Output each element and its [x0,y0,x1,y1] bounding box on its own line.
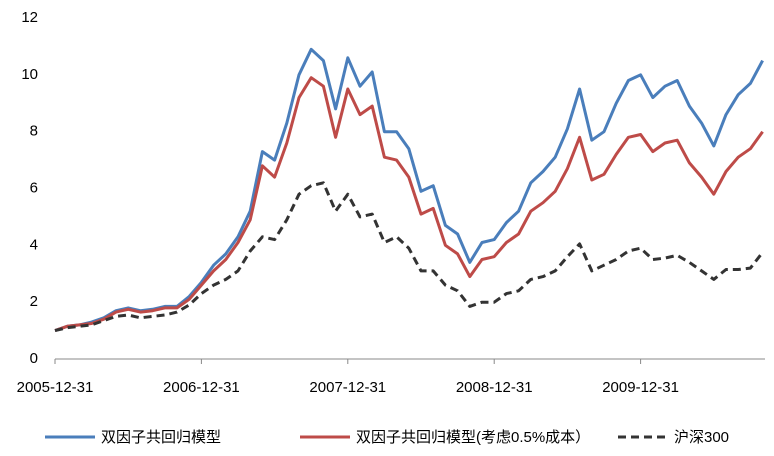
y-tick-label: 12 [21,9,38,26]
legend-label: 双因子共回归模型 [101,429,221,446]
y-tick-label: 4 [30,236,38,253]
series-line [54,47,764,333]
x-tick-label: 2006-12-31 [163,379,240,396]
series-line [54,76,764,333]
x-tick-label: 2009-12-31 [602,379,679,396]
y-tick-label: 8 [30,123,38,140]
y-tick-label: 0 [30,350,38,367]
series-line [54,181,764,333]
y-tick-label: 2 [30,293,38,310]
x-tick-label: 2007-12-31 [309,379,386,396]
x-tick-label: 2008-12-31 [456,379,533,396]
x-tick-label: 2005-12-31 [17,379,94,396]
y-tick-label: 10 [21,66,38,83]
legend-label: 沪深300 [674,429,729,446]
legend-label: 双因子共回归模型(考虑0.5%成本） [356,429,590,446]
y-tick-label: 6 [30,179,38,196]
